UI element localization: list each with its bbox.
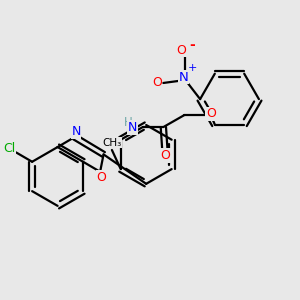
Text: O: O xyxy=(152,76,162,89)
Text: H: H xyxy=(124,116,132,129)
Text: N: N xyxy=(71,125,81,138)
Text: N: N xyxy=(128,121,137,134)
Text: N: N xyxy=(179,70,189,84)
Text: -: - xyxy=(189,38,195,52)
Text: CH₃: CH₃ xyxy=(102,138,122,148)
Text: +: + xyxy=(188,63,197,73)
Text: Cl: Cl xyxy=(3,142,16,155)
Text: O: O xyxy=(97,170,106,184)
Text: O: O xyxy=(206,107,216,120)
Text: O: O xyxy=(160,149,170,162)
Text: O: O xyxy=(176,44,186,56)
